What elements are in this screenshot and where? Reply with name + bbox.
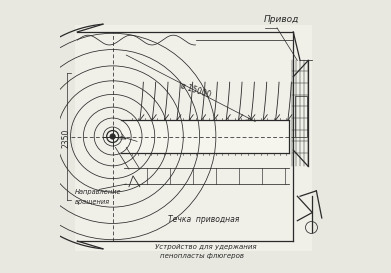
Polygon shape bbox=[75, 25, 312, 251]
Text: Устройство для удержания: Устройство для удержания bbox=[155, 244, 256, 250]
Text: ø 15000: ø 15000 bbox=[179, 81, 212, 99]
Text: Направление: Направление bbox=[75, 189, 121, 195]
Polygon shape bbox=[121, 120, 289, 153]
Text: пенопласты флюгеров: пенопласты флюгеров bbox=[160, 253, 244, 259]
Text: Течка  приводная: Течка приводная bbox=[169, 215, 240, 224]
Text: 2350: 2350 bbox=[61, 128, 70, 147]
Circle shape bbox=[110, 134, 115, 139]
Text: вращения: вращения bbox=[75, 199, 110, 205]
Text: Привод: Привод bbox=[264, 15, 299, 24]
